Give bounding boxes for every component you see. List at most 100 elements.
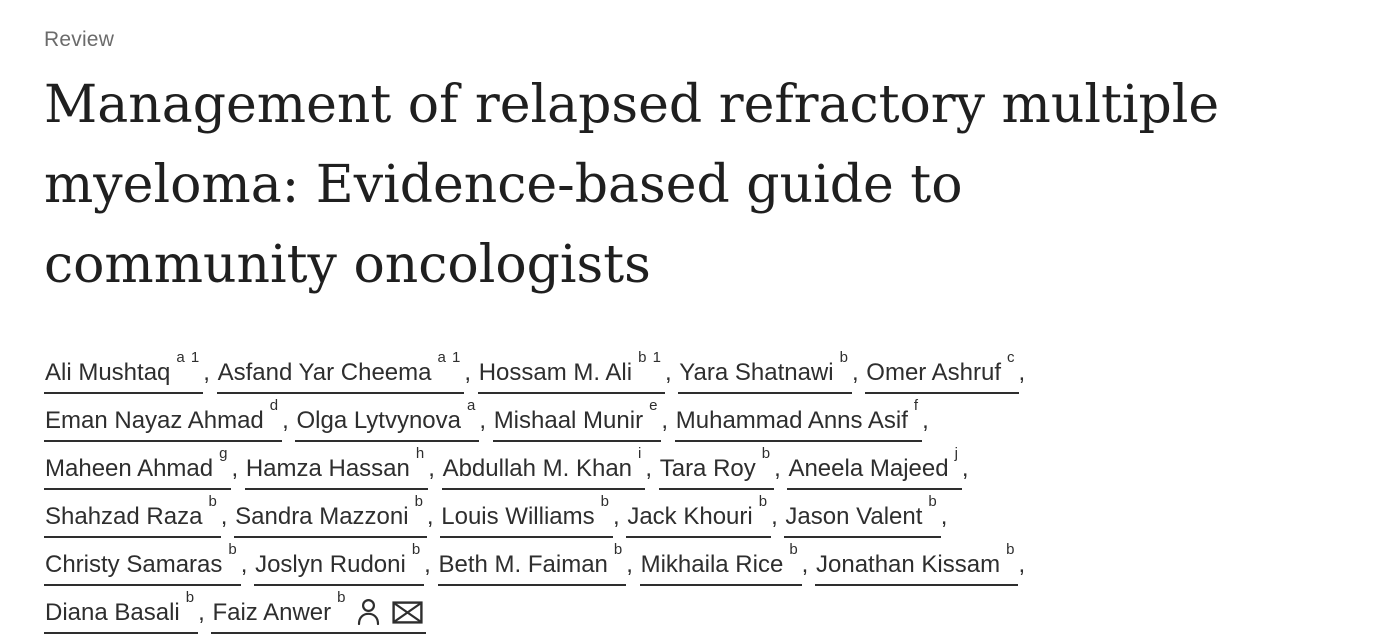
article-title-line-1: Management of relapsed refractory multip… xyxy=(44,75,1220,135)
author-name: Beth M. Faiman xyxy=(438,551,608,578)
author-link[interactable]: Olga Lytvynova a xyxy=(295,397,480,442)
author-separator: , xyxy=(940,503,948,530)
author-separator: , xyxy=(428,455,442,482)
author-affiliation-superscript: b xyxy=(758,493,769,510)
author-separator: , xyxy=(426,503,441,530)
author-name: Jonathan Kissam xyxy=(816,551,1001,578)
author-list: Ali Mushtaq a 1, Asfand Yar Cheema a 1, Ho… xyxy=(44,349,1354,637)
person-icon[interactable] xyxy=(357,598,380,626)
author-link[interactable]: Abdullah M. Khan i xyxy=(441,445,646,490)
author-separator: , xyxy=(612,503,627,530)
article-title: Management of relapsed refractory multip… xyxy=(44,65,1354,305)
author-link[interactable]: Jason Valent b xyxy=(784,493,941,538)
author-name: Hossam M. Ali xyxy=(478,359,633,386)
author-separator: , xyxy=(851,359,866,386)
article-title-line-3: community oncologists xyxy=(44,235,651,295)
author-link[interactable]: Mikhaila Rice b xyxy=(639,541,802,586)
author-link[interactable]: Christy Samaras b xyxy=(44,541,241,586)
author-separator: , xyxy=(424,551,438,578)
author-separator: , xyxy=(240,551,255,578)
author-name: Ali Mushtaq xyxy=(45,359,171,386)
author-name: Olga Lytvynova xyxy=(296,407,461,434)
author-link[interactable]: Hamza Hassan h xyxy=(244,445,429,490)
author-separator: , xyxy=(203,359,217,386)
article-title-line-2: myeloma: Evidence-based guide to xyxy=(44,155,963,215)
author-affiliation-superscript: j xyxy=(954,445,959,462)
author-link[interactable]: Diana Basali b xyxy=(44,589,199,634)
author-affiliation-superscript: e xyxy=(649,397,659,414)
author-link[interactable]: Sandra Mazzoni b xyxy=(234,493,427,538)
author-link[interactable]: Jack Khouri b xyxy=(626,493,772,538)
author-affiliation-superscript: f xyxy=(913,397,920,414)
author-separator: , xyxy=(1018,359,1026,386)
author-separator: , xyxy=(661,407,675,434)
author-separator: , xyxy=(464,359,478,386)
author-affiliation-superscript: g xyxy=(219,445,229,462)
author-name: Joslyn Rudoni xyxy=(255,551,406,578)
author-affiliation-superscript: b xyxy=(761,445,772,462)
author-separator: , xyxy=(664,359,679,386)
author-affiliation-superscript: b xyxy=(414,493,424,510)
author-link[interactable]: Omer Ashruf c xyxy=(865,349,1019,394)
author-name: Muhammad Anns Asif xyxy=(675,407,908,434)
author-name: Mikhaila Rice xyxy=(640,551,784,578)
author-affiliation-superscript: d xyxy=(269,397,280,414)
author-link[interactable]: Mishaal Munir e xyxy=(492,397,662,442)
author-separator: , xyxy=(1018,551,1026,578)
author-separator: , xyxy=(626,551,640,578)
author-name: Abdullah M. Khan xyxy=(442,455,633,482)
author-affiliation-superscript: b xyxy=(1006,541,1016,558)
author-affiliation-superscript: a xyxy=(467,397,477,414)
author-separator: , xyxy=(645,455,659,482)
author-link[interactable]: Tara Roy b xyxy=(658,445,775,490)
author-affiliation-superscript: h xyxy=(415,445,426,462)
envelope-icon[interactable] xyxy=(391,600,423,625)
author-name: Faiz Anwer xyxy=(212,599,332,626)
author-affiliation-superscript: a 1 xyxy=(176,349,201,366)
author-affiliation-superscript: b 1 xyxy=(638,349,662,366)
author-affiliation-superscript: b xyxy=(411,541,422,558)
author-separator: , xyxy=(282,407,296,434)
author-affiliation-superscript: b xyxy=(839,349,849,366)
author-affiliation-superscript: b xyxy=(600,493,610,510)
author-link[interactable]: Louis Williams b xyxy=(440,493,613,538)
author-link[interactable]: Shahzad Raza b xyxy=(44,493,221,538)
author-name: Christy Samaras xyxy=(45,551,223,578)
author-affiliation-superscript: b xyxy=(789,541,799,558)
author-name: Asfand Yar Cheema xyxy=(217,359,432,386)
author-affiliation-superscript: b xyxy=(613,541,624,558)
author-separator: , xyxy=(801,551,815,578)
author-name: Tara Roy xyxy=(659,455,756,482)
author-affiliation-superscript: b xyxy=(228,541,238,558)
author-name: Louis Williams xyxy=(441,503,595,530)
author-name: Aneela Majeed xyxy=(788,455,949,482)
author-link[interactable]: Ali Mushtaq a 1 xyxy=(44,349,204,394)
author-link[interactable]: Yara Shatnawi b xyxy=(678,349,852,394)
author-separator: , xyxy=(220,503,235,530)
author-link[interactable]: Joslyn Rudoni b xyxy=(254,541,425,586)
author-name: Mishaal Munir xyxy=(493,407,644,434)
author-name: Sandra Mazzoni xyxy=(235,503,409,530)
author-link[interactable]: Asfand Yar Cheema a 1 xyxy=(216,349,465,394)
author-link[interactable]: Muhammad Anns Asif f xyxy=(674,397,923,442)
author-name: Jack Khouri xyxy=(627,503,753,530)
author-name: Diana Basali xyxy=(45,599,180,626)
author-link[interactable]: Faiz Anwer b xyxy=(211,589,426,634)
author-link[interactable]: Eman Nayaz Ahmad d xyxy=(44,397,283,442)
author-separator: , xyxy=(922,407,929,434)
author-name: Maheen Ahmad xyxy=(45,455,214,482)
author-separator: , xyxy=(231,455,245,482)
author-link[interactable]: Beth M. Faiman b xyxy=(437,541,627,586)
author-link[interactable]: Jonathan Kissam b xyxy=(815,541,1019,586)
author-affiliation-superscript: i xyxy=(638,445,643,462)
author-name: Omer Ashruf xyxy=(866,359,1001,386)
author-icons xyxy=(357,598,423,626)
author-separator: , xyxy=(774,455,788,482)
author-name: Hamza Hassan xyxy=(245,455,410,482)
author-link[interactable]: Aneela Majeed j xyxy=(787,445,962,490)
article-category-label: Review xyxy=(44,28,115,51)
author-link[interactable]: Maheen Ahmad g xyxy=(44,445,232,490)
author-affiliation-superscript: b xyxy=(928,493,938,510)
author-link[interactable]: Hossam M. Ali b 1 xyxy=(477,349,665,394)
